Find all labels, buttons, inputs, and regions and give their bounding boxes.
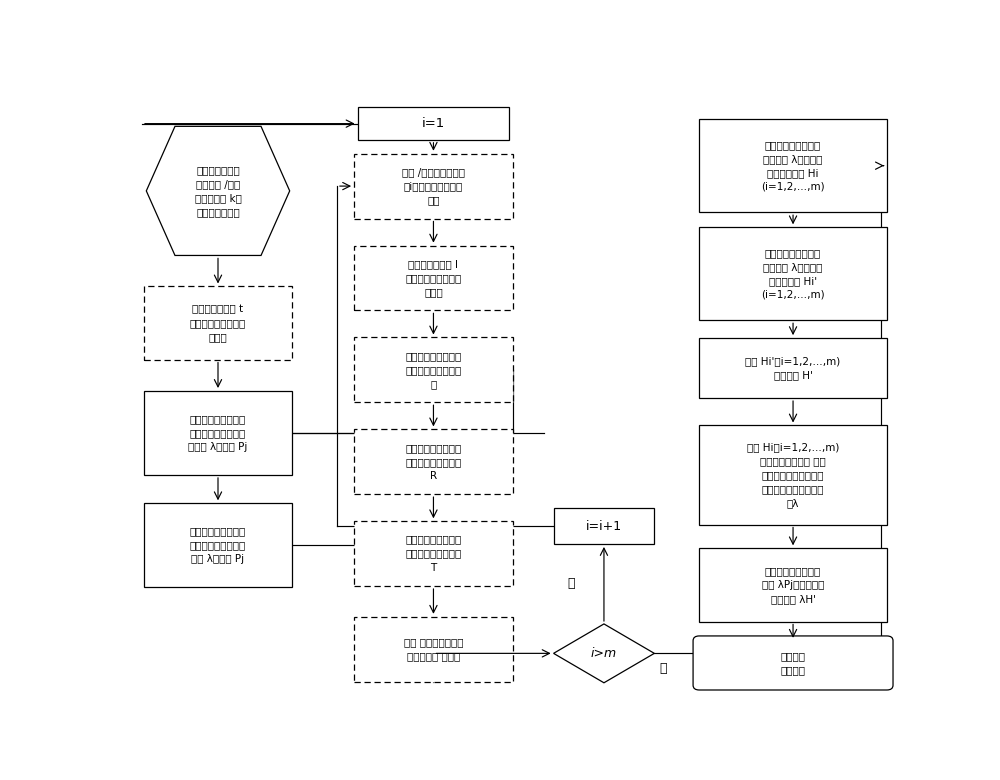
Bar	[354, 154, 513, 218]
Bar	[354, 429, 513, 495]
Text: 是: 是	[660, 662, 667, 675]
Text: 求解测球球心在相差
比例因子 λ下摄像机
坐标系的坐标 Hi
(i=1,2,…,m): 求解测球球心在相差 比例因子 λ下摄像机 坐标系的坐标 Hi (i=1,2,…,…	[761, 140, 825, 192]
Text: 拍摄 /幅光笔在标定物
第i个圆锥孔中转动的
图像: 拍摄 /幅光笔在标定物 第i个圆锥孔中转动的 图像	[402, 167, 465, 205]
Bar	[144, 503, 292, 587]
Text: i=i+1: i=i+1	[586, 519, 622, 533]
Bar	[699, 548, 887, 622]
Polygon shape	[554, 624, 654, 682]
Text: 计算测球球心在相差
比例因子 λ下光笔坐
标系的坐标 Hi'
(i=1,2,…,m): 计算测球球心在相差 比例因子 λ下光笔坐 标系的坐标 Hi' (i=1,2,…,…	[761, 248, 825, 300]
Bar	[354, 246, 513, 310]
Bar	[699, 425, 887, 524]
Text: i=1: i=1	[422, 117, 445, 130]
Text: 摄像机从不同方
位拍摄的 /幅含
光笔靶点和 k个
辅助靶点的图像: 摄像机从不同方 位拍摄的 /幅含 光笔靶点和 k个 辅助靶点的图像	[195, 165, 241, 217]
Text: 求解每两个光笔摆动
位置之间的平移向量
T: 求解每两个光笔摆动 位置之间的平移向量 T	[405, 534, 462, 573]
Bar	[144, 391, 292, 475]
Bar	[554, 508, 654, 544]
Text: 计算 每两个光笔摆动
位置之间的 旋转轴: 计算 每两个光笔摆动 位置之间的 旋转轴	[404, 637, 463, 661]
Text: 求解 Hi'（i=1,2,…,m)
的平均值 H': 求解 Hi'（i=1,2,…,m) 的平均值 H'	[745, 356, 841, 380]
Text: 输出光笔
标定结果: 输出光笔 标定结果	[781, 651, 806, 675]
Bar	[354, 521, 513, 586]
Bar	[699, 338, 887, 398]
Bar	[699, 119, 887, 212]
Text: 计算光笔靶点在世界
坐标系下相差一个比
例因子 λ的坐标 Pj: 计算光笔靶点在世界 坐标系下相差一个比 例因子 λ的坐标 Pj	[188, 414, 248, 452]
Text: 根据 Hi（i=1,2,…,m)
计算每两个圆锥孔 之间
的距离，根据其与实际
间距的比值求解比例因
子λ: 根据 Hi（i=1,2,…,m) 计算每两个圆锥孔 之间 的距离，根据其与实际 …	[747, 442, 839, 508]
Bar	[354, 338, 513, 402]
Text: 计算出光笔靶点的真
实值 λPj及测头中心
的真实值 λH': 计算出光笔靶点的真 实值 λPj及测头中心 的真实值 λH'	[762, 566, 824, 604]
Bar	[358, 108, 509, 140]
Text: 否: 否	[568, 577, 575, 590]
Bar	[354, 617, 513, 682]
FancyBboxPatch shape	[693, 636, 893, 690]
Text: 计算光笔靶点在光笔
标系下相差一个比例
因子 λ的坐标 Pj: 计算光笔靶点在光笔 标系下相差一个比例 因子 λ的坐标 Pj	[190, 526, 246, 564]
Bar	[144, 286, 292, 360]
Text: i>m: i>m	[591, 647, 617, 660]
Text: 对上一步拍摄的 l
幅图像进行靶点定位
与识别: 对上一步拍摄的 l 幅图像进行靶点定位 与识别	[405, 259, 462, 297]
Text: 对上一步拍摄的 t
幅图像进行靶点定位
与识别: 对上一步拍摄的 t 幅图像进行靶点定位 与识别	[190, 304, 246, 342]
Text: 重建光笔靶点在当前
摄像机坐标系下的坐
标: 重建光笔靶点在当前 摄像机坐标系下的坐 标	[405, 351, 462, 389]
Bar	[699, 227, 887, 321]
Text: 求解每两个光笔摆动
位置之间的旋转矩阵
R: 求解每两个光笔摆动 位置之间的旋转矩阵 R	[405, 443, 462, 480]
Polygon shape	[146, 126, 290, 256]
